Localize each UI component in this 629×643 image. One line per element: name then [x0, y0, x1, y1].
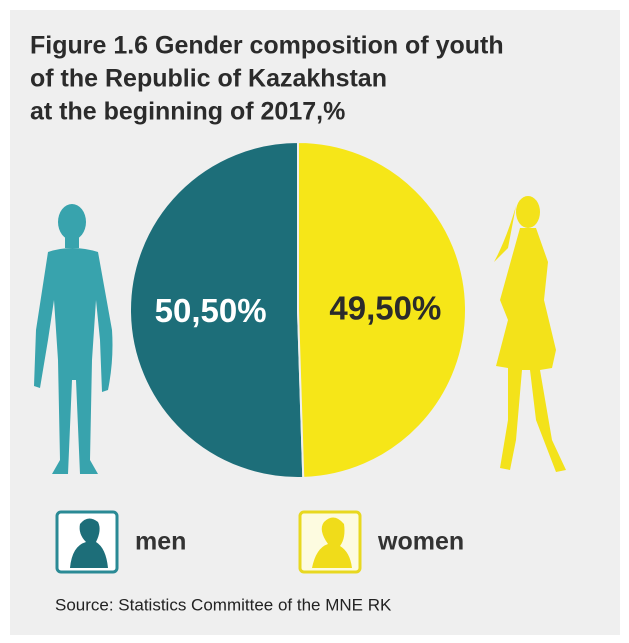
woman-silhouette — [494, 196, 566, 472]
chart-title: Figure 1.6 Gender composition of youth — [30, 32, 504, 60]
legend-icon-men — [55, 510, 119, 574]
legend-label: men — [135, 528, 186, 556]
chart-title: of the Republic of Kazakhstan — [30, 65, 387, 93]
chart-title: at the beginning of 2017,% — [30, 98, 345, 126]
legend-label: women — [377, 528, 464, 556]
legend-icon-women — [298, 510, 362, 574]
source: Source: Statistics Committee of the MNE … — [55, 595, 392, 614]
pie-slice — [297, 140, 467, 479]
value-label: 49,50% — [329, 289, 441, 326]
pie-slice — [129, 140, 305, 479]
pie: 50,50% 49,50% — [129, 140, 467, 479]
man-silhouette — [34, 204, 113, 474]
value-label: 50,50% — [155, 292, 267, 329]
